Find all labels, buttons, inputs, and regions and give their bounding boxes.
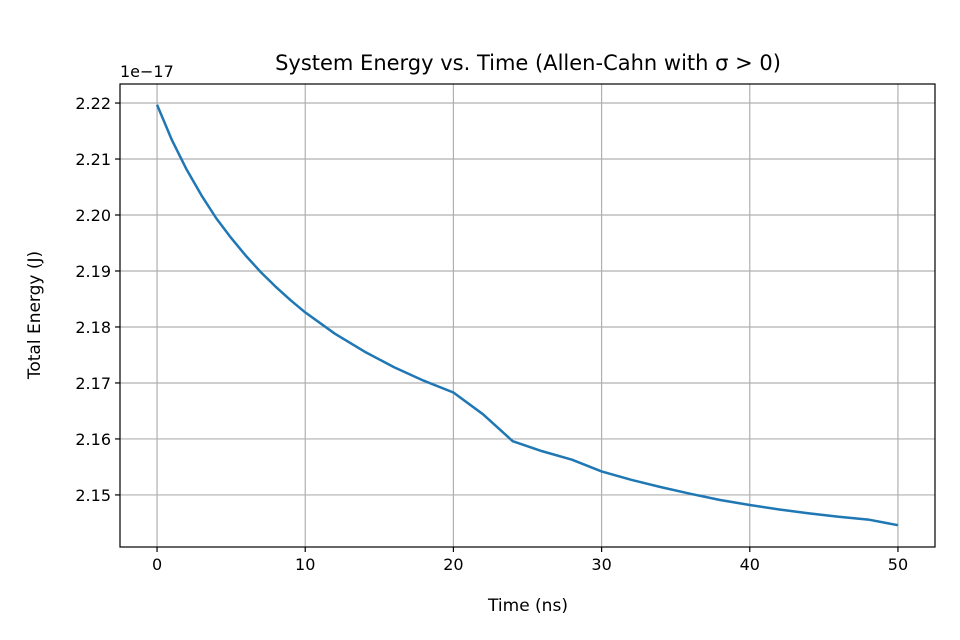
x-tick-label: 0 <box>152 555 162 574</box>
x-tick-label: 20 <box>443 555 463 574</box>
x-tick-label: 50 <box>888 555 908 574</box>
y-tick-label: 2.22 <box>75 94 111 113</box>
y-tick-label: 2.15 <box>75 486 111 505</box>
tick-layer: 0 10 20 30 40 50 2.15 2.16 2.17 2.18 2.19 2.20 2.21 2… <box>75 94 908 574</box>
y-tick-label: 2.18 <box>75 318 111 337</box>
grid-layer <box>120 84 935 547</box>
y-offset-text: 1e−17 <box>120 62 174 81</box>
energy-series-line <box>155 104 899 527</box>
y-axis-label: Total Energy (J) <box>25 251 45 380</box>
x-tick-label: 10 <box>295 555 315 574</box>
x-tick-label: 40 <box>740 555 760 574</box>
series-layer <box>155 104 899 527</box>
x-axis-label: Time (ns) <box>487 596 568 616</box>
x-tick-label: 30 <box>591 555 611 574</box>
chart-title: System Energy vs. Time (Allen-Cahn with … <box>275 51 781 75</box>
y-tick-label: 2.16 <box>75 430 111 449</box>
plot-frame <box>119 83 936 548</box>
y-tick-label: 2.20 <box>75 206 111 225</box>
y-tick-label: 2.19 <box>75 262 111 281</box>
y-tick-label: 2.21 <box>75 150 111 169</box>
y-tick-label: 2.17 <box>75 374 111 393</box>
